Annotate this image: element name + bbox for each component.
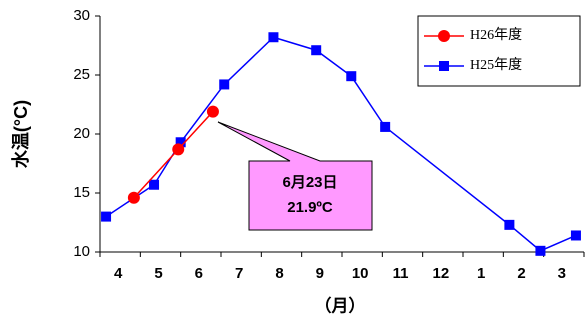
x-tick-label: 7 (235, 265, 243, 282)
data-point (504, 219, 515, 230)
y-tick-label: 10 (73, 243, 90, 260)
x-tick-label: 3 (558, 265, 566, 282)
legend-marker (438, 30, 450, 42)
data-point (172, 143, 185, 156)
legend-label: H25年度 (470, 57, 522, 73)
y-tick-label: 15 (73, 184, 90, 201)
x-tick-label: 9 (316, 265, 324, 282)
x-tick-label: 10 (352, 265, 369, 282)
data-point (535, 245, 546, 256)
x-tick-label: 5 (154, 265, 162, 282)
y-axis-label: 水温(°C) (10, 100, 31, 168)
x-axis-label: （月） (315, 295, 366, 315)
data-point (346, 71, 357, 82)
y-tick-label: 30 (73, 7, 90, 24)
x-tick-label: 12 (432, 265, 449, 282)
data-point (268, 32, 279, 43)
y-tick-label: 25 (73, 66, 90, 83)
data-point (206, 105, 219, 118)
legend-label: H26年度 (470, 27, 522, 43)
x-tick-label: 6 (195, 265, 203, 282)
legend-marker (439, 61, 449, 71)
y-tick-label: 20 (73, 125, 90, 142)
callout (217, 121, 373, 231)
x-tick-label: 11 (393, 265, 409, 282)
data-point (311, 45, 322, 56)
annotation-value: 21.9ºC (287, 199, 333, 216)
x-tick-label: 4 (114, 265, 123, 282)
data-point (127, 191, 140, 204)
x-tick-label: 2 (517, 265, 525, 282)
data-point (149, 179, 160, 190)
x-tick-label: 8 (275, 265, 283, 282)
legend-box (417, 15, 581, 87)
data-point (219, 79, 230, 90)
data-point (570, 230, 581, 241)
data-point (380, 121, 391, 132)
data-point (175, 137, 186, 148)
data-point (101, 211, 112, 222)
series-line (133, 111, 214, 199)
annotation-date: 6月23日 (282, 174, 337, 191)
x-tick-label: 1 (477, 265, 485, 282)
